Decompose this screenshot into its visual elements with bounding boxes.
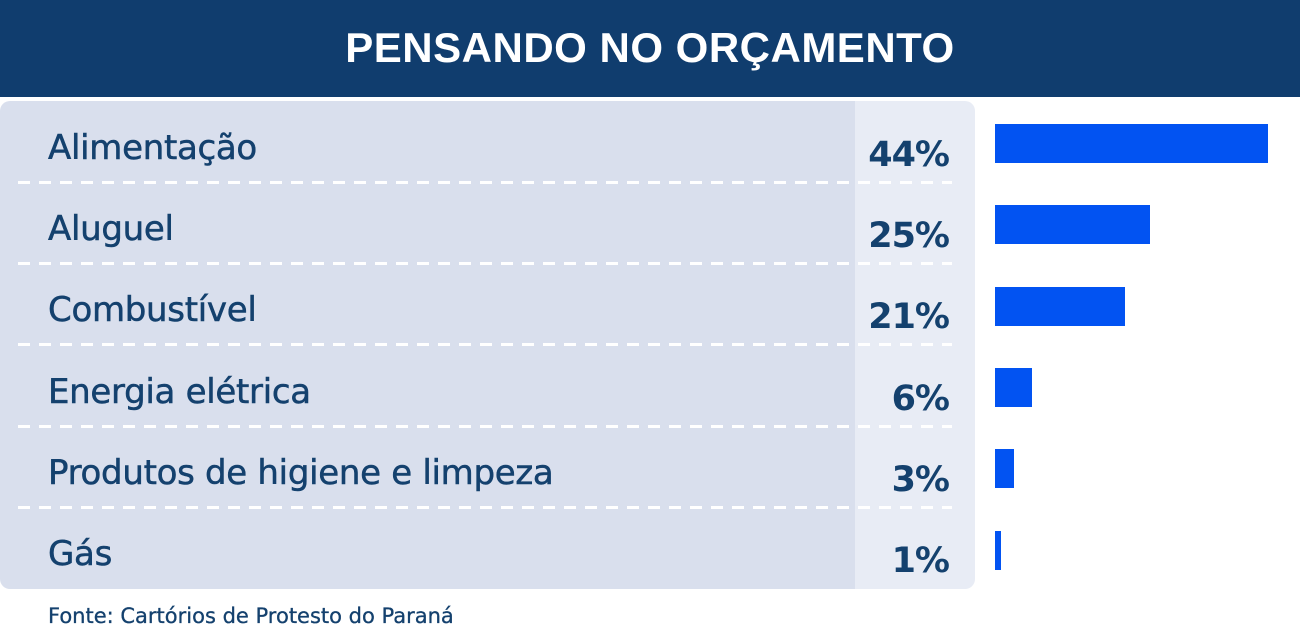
bar [995, 368, 1032, 408]
row-separator-dashed-line [18, 180, 952, 184]
source-note: Fonte: Cartórios de Protesto do Paraná [48, 604, 454, 628]
chart-row: Energia elétrica 6% [0, 344, 1300, 428]
value-cell: 3% [855, 426, 975, 508]
value-label: 6% [891, 378, 950, 419]
bar-track [975, 426, 1300, 508]
row-separator-dashed-line [18, 262, 952, 266]
category-cell: Gás [0, 507, 855, 589]
value-cell: 44% [855, 101, 975, 183]
value-cell: 1% [855, 507, 975, 589]
chart-row: Alimentação 44% [0, 101, 1300, 184]
bar-chart: Alimentação 44% Aluguel 25% Combustível … [0, 101, 1300, 589]
category-label: Produtos de higiene e limpeza [48, 452, 554, 494]
category-cell: Combustível [0, 263, 855, 345]
bar [995, 530, 1001, 570]
value-cell: 25% [855, 182, 975, 264]
row-separator-dashed-line [18, 424, 952, 428]
category-cell: Aluguel [0, 182, 855, 264]
bar-track [975, 182, 1300, 264]
value-cell: 6% [855, 344, 975, 427]
category-label: Aluguel [48, 208, 174, 250]
category-label: Energia elétrica [48, 371, 312, 412]
category-label: Combustível [48, 290, 257, 331]
value-label: 25% [868, 215, 950, 256]
chart-row: Gás 1% [0, 507, 1300, 589]
value-cell: 21% [855, 263, 975, 345]
category-label: Alimentação [48, 127, 258, 168]
chart-rows: Alimentação 44% Aluguel 25% Combustível … [0, 101, 1300, 589]
bar-track [975, 101, 1300, 183]
category-cell: Alimentação [0, 101, 855, 183]
row-separator-dashed-line [18, 343, 952, 347]
chart-row: Aluguel 25% [0, 182, 1300, 266]
bar-track [975, 263, 1300, 345]
value-label: 1% [891, 541, 950, 582]
bar [995, 449, 1014, 489]
bar-track [975, 344, 1300, 427]
category-cell: Energia elétrica [0, 344, 855, 427]
chart-row: Produtos de higiene e limpeza 3% [0, 426, 1300, 510]
bar [995, 124, 1268, 164]
bar-track [975, 507, 1300, 589]
bar [995, 205, 1150, 245]
category-cell: Produtos de higiene e limpeza [0, 426, 855, 508]
header-banner: PENSANDO NO ORÇAMENTO [0, 0, 1300, 97]
value-label: 21% [868, 297, 950, 338]
bar [995, 286, 1125, 326]
row-separator-dashed-line [18, 506, 952, 510]
value-label: 3% [891, 459, 950, 500]
chart-row: Combustível 21% [0, 263, 1300, 347]
value-label: 44% [868, 134, 950, 175]
category-label: Gás [48, 534, 113, 575]
chart-title: PENSANDO NO ORÇAMENTO [345, 23, 955, 71]
